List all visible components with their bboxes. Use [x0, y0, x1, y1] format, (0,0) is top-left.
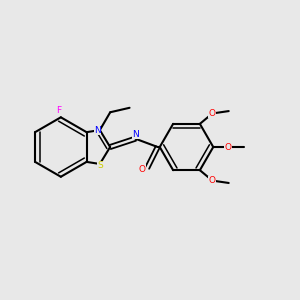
Text: F: F: [56, 106, 61, 115]
Text: O: O: [225, 142, 232, 152]
Text: N: N: [132, 130, 139, 139]
Text: O: O: [209, 176, 216, 185]
Text: O: O: [209, 109, 216, 118]
Text: N: N: [94, 126, 101, 135]
Text: O: O: [138, 165, 146, 174]
Text: S: S: [97, 161, 103, 170]
